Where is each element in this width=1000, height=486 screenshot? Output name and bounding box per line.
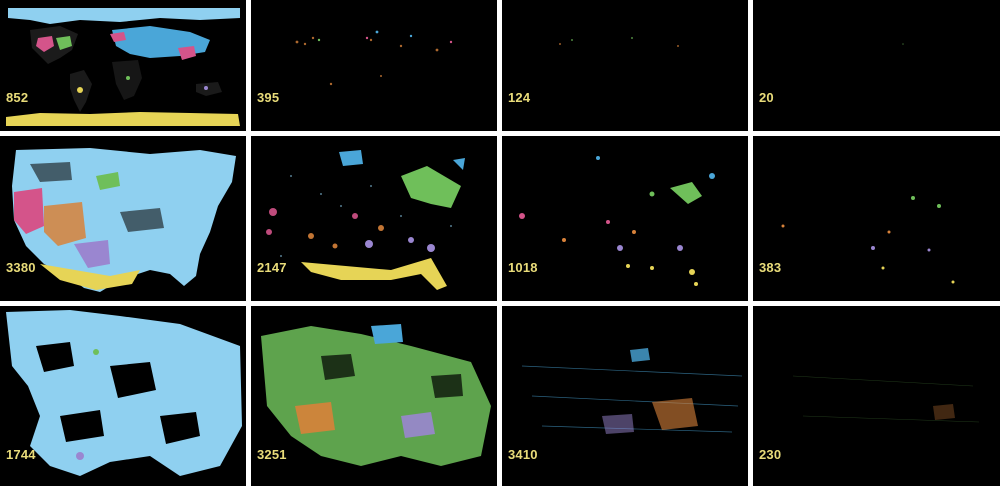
panel-count-label: 395 [257, 90, 280, 105]
panel-count-label: 1018 [508, 260, 538, 275]
panel-count-label: 3410 [508, 447, 538, 462]
region-cutout-1 [36, 342, 74, 372]
region-purple-dot [76, 452, 84, 460]
usa-map-panel-2: 2147 [251, 136, 497, 301]
panel-count-label: 1744 [6, 447, 36, 462]
dark-cutouts [30, 162, 164, 232]
asia-pink [178, 46, 196, 60]
world-map-density-395 [295, 30, 453, 86]
world-map-panel-3: 124 [502, 0, 748, 131]
australia-dot [204, 86, 208, 90]
northeast-green [96, 172, 120, 190]
north-america-pink [36, 36, 54, 52]
north-america-region [30, 26, 78, 64]
panel-count-label: 3380 [6, 260, 36, 275]
world-map-panel-4: 20 [753, 0, 1000, 131]
region-map-panel-1: 1744 [0, 306, 246, 486]
panel-count-label: 3251 [257, 447, 287, 462]
gulf-yellow [40, 264, 140, 290]
usa-map-panel-1: 3380 [0, 136, 246, 301]
usa-map-density-1018 [519, 156, 715, 286]
world-map-panel-2: 395 [251, 0, 497, 131]
panel-count-label: 20 [759, 90, 774, 105]
africa-region [112, 60, 142, 100]
region-map-panel-3: 3410 [502, 306, 748, 486]
panel-count-label: 2147 [257, 260, 287, 275]
region-map-density-3251 [261, 324, 491, 466]
north-america-green [56, 36, 72, 50]
world-map-density-20 [902, 43, 904, 45]
antarctica [6, 112, 240, 126]
region-cutout [321, 354, 463, 398]
southwest-orange [44, 202, 86, 246]
africa-dot [126, 76, 130, 80]
region-map-density-230 [792, 375, 980, 423]
usa-map-density-3380 [12, 148, 236, 292]
texas-purple [74, 240, 110, 268]
region-map-density-1744 [6, 310, 242, 476]
australia-region [196, 82, 222, 96]
region-orange-patch [295, 402, 335, 434]
world-map-panel-1: 852 [0, 0, 246, 131]
region-blue-patch [371, 324, 403, 344]
usa-map-density-383 [781, 196, 955, 284]
panel-count-label: 124 [508, 90, 531, 105]
region-cutout-4 [160, 412, 200, 444]
region-map-panel-2: 3251 [251, 306, 497, 486]
arctic-landmass [8, 8, 240, 24]
region-purple-patch [401, 412, 435, 438]
panel-count-label: 230 [759, 447, 782, 462]
region-cutout-2 [110, 362, 156, 398]
region-cutout-3 [60, 410, 104, 442]
europe-pink [110, 32, 126, 42]
south-america-dot [77, 87, 83, 93]
world-map-density-124 [559, 37, 679, 47]
panel-count-label: 383 [759, 260, 782, 275]
region-blue-cluster [630, 348, 650, 362]
usa-map-density-2147 [266, 150, 465, 290]
region-green-dot [93, 349, 99, 355]
usa-map-panel-3: 1018 [502, 136, 748, 301]
region-orange-cluster [652, 398, 698, 430]
world-map-density-852 [6, 8, 240, 126]
region-map-panel-4: 230 [753, 306, 1000, 486]
west-pink [14, 188, 44, 234]
region-map-density-3410 [521, 348, 743, 434]
usa-map-panel-4: 383 [753, 136, 1000, 301]
region-purple-cluster [602, 414, 634, 434]
panel-count-label: 852 [6, 90, 29, 105]
